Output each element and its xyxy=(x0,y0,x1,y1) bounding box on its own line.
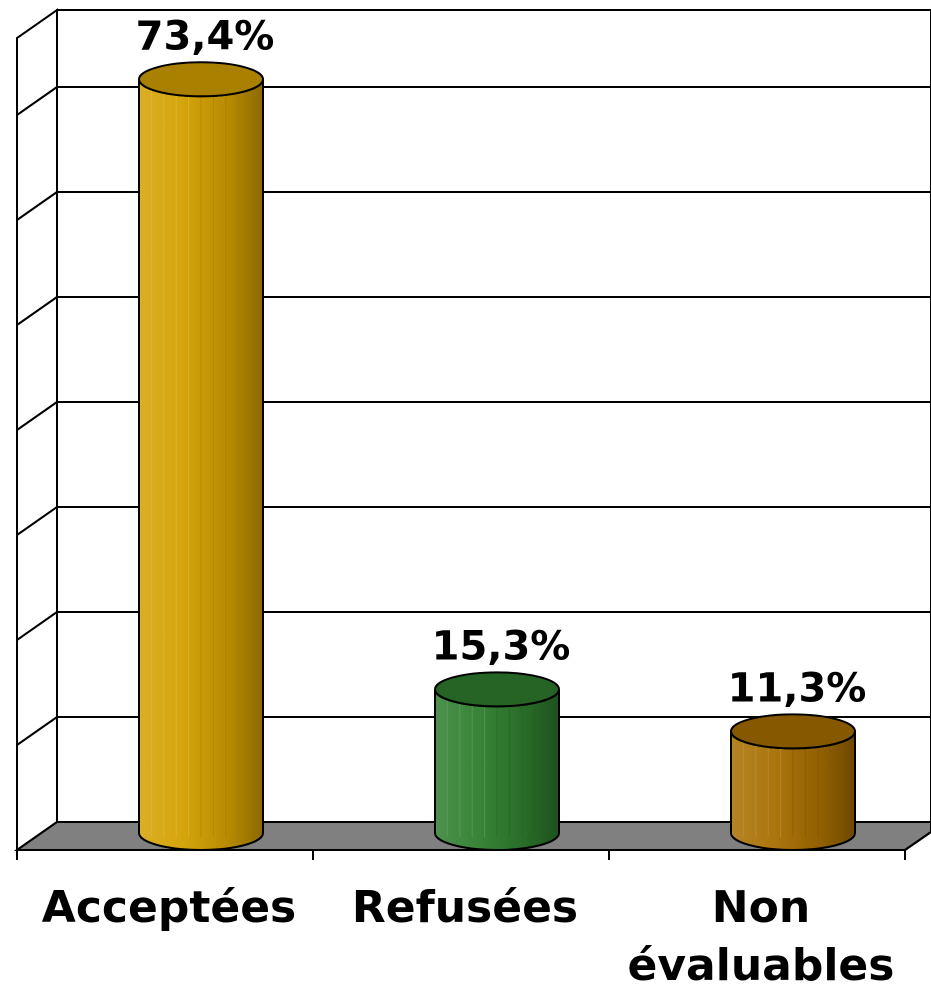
bar-top xyxy=(138,61,264,98)
category-labels: Acceptées Refusées Non évaluables xyxy=(42,882,895,984)
data-label: 15,3% xyxy=(432,623,571,669)
gridline-side xyxy=(16,401,58,431)
category-label: Refusées xyxy=(352,882,578,933)
bar-2 xyxy=(730,713,856,851)
gridline-side xyxy=(16,716,58,746)
category-label: Non xyxy=(712,882,810,933)
bar-1 xyxy=(434,671,560,851)
gridline-side xyxy=(16,611,58,641)
category-label: Acceptées xyxy=(42,882,296,933)
data-label: 73,4% xyxy=(136,13,275,59)
bar-0 xyxy=(138,61,264,851)
bar-top xyxy=(434,671,560,708)
chart-side-wall xyxy=(16,8,58,852)
x-axis-floor-edge xyxy=(904,831,931,851)
bar-top xyxy=(730,713,856,750)
x-axis-ticks xyxy=(16,850,906,860)
category-label: évaluables xyxy=(628,940,895,984)
bars xyxy=(138,61,856,851)
gridline-side xyxy=(16,506,58,536)
data-labels: 73,4% 15,3% 11,3% xyxy=(136,13,867,711)
data-label: 11,3% xyxy=(728,665,867,711)
gridline-side xyxy=(16,296,58,326)
gridline-side xyxy=(16,86,58,116)
gridline-side xyxy=(16,191,58,221)
